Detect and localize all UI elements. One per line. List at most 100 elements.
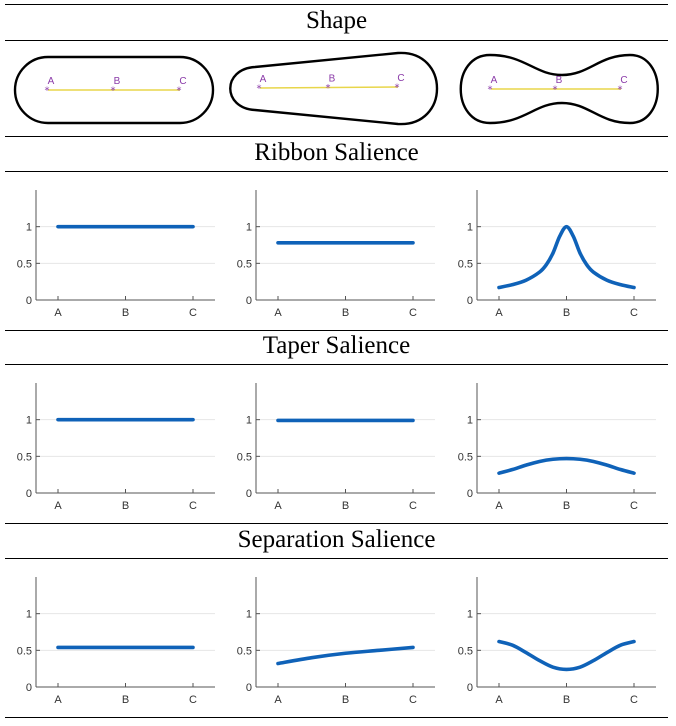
x-tick-label: A xyxy=(274,307,282,319)
y-tick-label: 0 xyxy=(26,295,32,307)
axis-point-marker: * xyxy=(395,83,400,94)
y-tick-label: 0.5 xyxy=(17,451,32,463)
rule-bottom xyxy=(5,717,668,718)
y-tick-label: 1 xyxy=(467,222,473,234)
axis-point-marker: * xyxy=(111,86,116,97)
x-tick-label: B xyxy=(342,307,349,319)
y-tick-label: 0 xyxy=(246,682,252,694)
y-tick-label: 0.5 xyxy=(17,645,32,657)
section-title-ribbon: Ribbon Salience xyxy=(254,139,419,166)
axis-point-label: B xyxy=(329,74,336,85)
rule-ribbon-title xyxy=(5,171,668,172)
axis-point-label: A xyxy=(48,76,55,87)
rule-shape-title xyxy=(5,40,668,41)
y-tick-label: 0.5 xyxy=(237,645,252,657)
chart-taper-salience-1: 0 0.5 1 A B C xyxy=(17,383,215,512)
chart-ribbon-salience-1: 0 0.5 1 A B C xyxy=(17,190,215,319)
rule-taper-title xyxy=(5,364,668,365)
x-tick-label: C xyxy=(189,500,197,512)
rule-top xyxy=(5,4,668,5)
shape-capsule xyxy=(13,55,215,125)
axis-point-marker: * xyxy=(326,83,331,94)
chart-ribbon-salience-2: 0 0.5 1 A B C xyxy=(237,190,435,319)
x-tick-label: B xyxy=(563,694,570,706)
y-tick-label: 1 xyxy=(246,415,252,427)
x-tick-label: B xyxy=(122,307,129,319)
y-tick-label: 0.5 xyxy=(458,258,473,270)
y-tick-label: 0 xyxy=(246,295,252,307)
x-tick-label: B xyxy=(122,694,129,706)
x-tick-label: A xyxy=(495,307,503,319)
y-tick-label: 0 xyxy=(467,295,473,307)
y-tick-label: 1 xyxy=(26,609,32,621)
x-tick-label: C xyxy=(630,694,638,706)
x-tick-label: C xyxy=(409,500,417,512)
x-tick-label: B xyxy=(563,500,570,512)
chart-separation-salience-3: 0 0.5 1 A B C xyxy=(458,577,656,706)
chart-taper-salience-3: 0 0.5 1 A B C xyxy=(458,383,656,512)
x-tick-label: C xyxy=(189,694,197,706)
shape-peanut xyxy=(459,53,659,125)
x-tick-label: C xyxy=(630,500,638,512)
rule-separation-title xyxy=(5,558,668,559)
axis-point-marker: * xyxy=(618,85,623,96)
x-tick-label: B xyxy=(342,500,349,512)
x-tick-label: A xyxy=(274,500,282,512)
y-tick-label: 1 xyxy=(246,222,252,234)
y-tick-label: 0 xyxy=(26,488,32,500)
axis-point-label: A xyxy=(260,74,267,85)
y-tick-label: 0 xyxy=(26,682,32,694)
x-tick-label: C xyxy=(409,694,417,706)
axis-point-marker: * xyxy=(177,86,182,97)
series-line xyxy=(497,639,636,672)
y-tick-label: 0.5 xyxy=(237,451,252,463)
x-tick-label: A xyxy=(54,694,62,706)
chart-ribbon-salience-3: 0 0.5 1 A B C xyxy=(458,190,656,319)
axis-point-label: A xyxy=(491,75,498,86)
y-tick-label: 0.5 xyxy=(458,451,473,463)
y-tick-label: 1 xyxy=(26,222,32,234)
axis-point-label: C xyxy=(397,73,404,84)
rule-taper-bottom xyxy=(5,523,668,524)
y-tick-label: 0.5 xyxy=(237,258,252,270)
x-tick-label: A xyxy=(495,500,503,512)
x-tick-label: A xyxy=(54,500,62,512)
medial-axis-2 xyxy=(259,86,399,89)
y-tick-label: 0 xyxy=(246,488,252,500)
y-tick-label: 0 xyxy=(467,488,473,500)
y-tick-label: 0.5 xyxy=(17,258,32,270)
x-tick-label: C xyxy=(409,307,417,319)
chart-taper-salience-2: 0 0.5 1 A B C xyxy=(237,383,435,512)
series-line xyxy=(497,224,636,290)
x-tick-label: B xyxy=(563,307,570,319)
axis-point-label: C xyxy=(620,75,627,86)
rule-shape-bottom xyxy=(5,136,668,137)
y-tick-label: 1 xyxy=(246,609,252,621)
axis-point-label: C xyxy=(179,76,186,87)
axis-point-marker: * xyxy=(488,85,493,96)
axis-point-marker: * xyxy=(257,84,262,95)
series-line xyxy=(276,645,415,666)
rule-ribbon-bottom xyxy=(5,330,668,331)
x-tick-label: A xyxy=(54,307,62,319)
x-tick-label: B xyxy=(342,694,349,706)
shape-tapered xyxy=(229,51,439,126)
section-title-shape: Shape xyxy=(305,7,368,34)
axis-point-label: B xyxy=(114,76,121,87)
x-tick-label: C xyxy=(189,307,197,319)
y-tick-label: 1 xyxy=(467,415,473,427)
x-tick-label: A xyxy=(495,694,503,706)
y-tick-label: 0 xyxy=(467,682,473,694)
axis-point-marker: * xyxy=(45,86,50,97)
chart-separation-salience-1: 0 0.5 1 A B C xyxy=(17,577,215,706)
y-tick-label: 1 xyxy=(467,609,473,621)
x-tick-label: A xyxy=(274,694,282,706)
axis-point-label: B xyxy=(556,75,563,86)
x-tick-label: C xyxy=(630,307,638,319)
x-tick-label: B xyxy=(122,500,129,512)
section-title-separation: Separation Salience xyxy=(237,526,436,553)
series-line xyxy=(497,456,636,475)
chart-separation-salience-2: 0 0.5 1 A B C xyxy=(237,577,435,706)
section-title-taper: Taper Salience xyxy=(262,332,411,359)
